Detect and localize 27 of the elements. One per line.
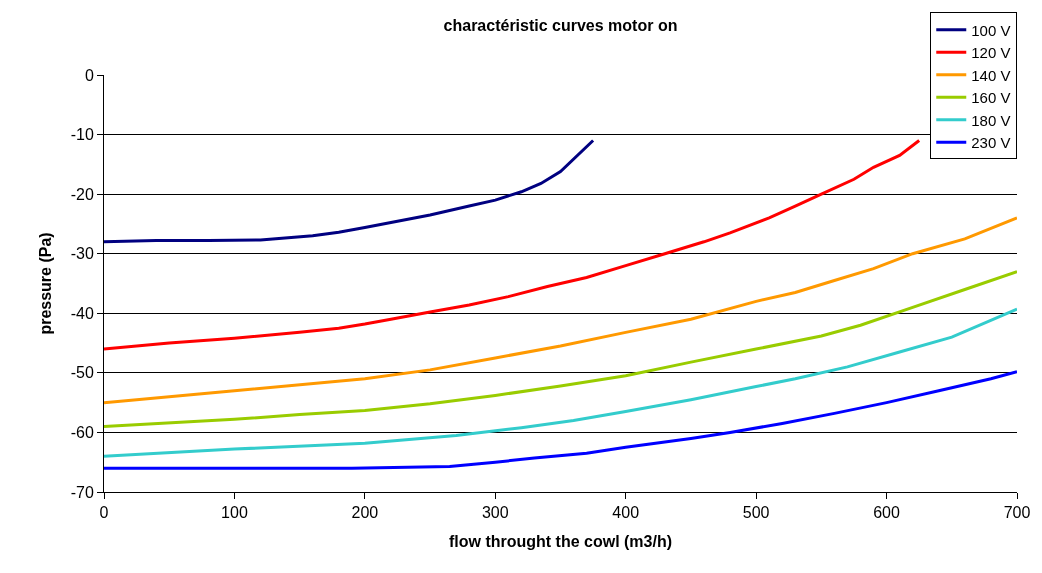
y-tick-label: -60 [70,424,94,442]
line-series [104,139,921,351]
y-tick-label: -50 [70,364,94,382]
x-axis-title: flow throught the cowl (m3/h) [448,532,673,550]
legend-label: 120 V [971,44,1011,62]
line-series [104,139,595,244]
y-tick-label: -40 [70,304,94,322]
x-tick-label: 500 [742,504,770,522]
y-tick-label: -10 [70,126,94,144]
legend-label: 180 V [971,111,1011,129]
y-tick-label: -20 [70,185,94,203]
legend-label: 160 V [971,89,1011,107]
x-tick-label: 700 [1003,504,1031,522]
x-tick-label: 0 [99,504,109,522]
y-axis-title: pressure (Pa) [36,232,54,335]
y-tick-label: -70 [70,483,94,501]
legend-label: 230 V [971,134,1011,152]
x-tick-label: 400 [612,504,640,522]
legend-label: 140 V [971,66,1011,84]
y-tick-label: -30 [70,245,94,263]
x-tick-label: 100 [221,504,248,522]
x-tick-label: 200 [351,504,379,522]
x-tick-label: 300 [481,504,509,522]
x-tick-label: 600 [873,504,901,522]
chart-title: charactéristic curves motor on [443,17,678,35]
legend-label: 100 V [971,21,1011,39]
y-tick-label: 0 [84,66,94,84]
